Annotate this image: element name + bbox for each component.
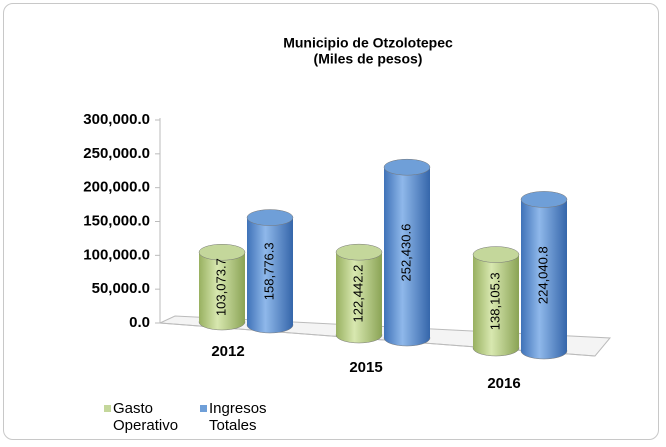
cylinder: 138,105.3 — [472, 246, 520, 357]
y-tick-label: 200,000.0 — [83, 179, 150, 196]
y-tick-label: 0.0 — [129, 314, 150, 331]
data-label: 138,105.3 — [487, 272, 502, 330]
y-tick-label: 300,000.0 — [83, 111, 150, 128]
legend-swatch — [200, 405, 207, 412]
legend-swatch — [104, 405, 111, 412]
y-tick-label: 150,000.0 — [83, 212, 150, 229]
bar — [384, 167, 430, 338]
y-tick-label: 100,000.0 — [83, 246, 150, 263]
bar — [521, 199, 567, 351]
x-tick-label: 2016 — [487, 375, 520, 392]
cylinder: 224,040.8 — [520, 191, 568, 360]
bar — [336, 252, 382, 335]
cylinder: 103,073.7 — [198, 244, 246, 331]
cylinder: 122,442.2 — [335, 243, 383, 344]
data-label: 224,040.8 — [535, 246, 550, 304]
chart-subtitle: (Miles de pesos) — [314, 51, 423, 67]
cylinder-top — [335, 243, 383, 261]
legend-item: Ingresos Totales — [200, 400, 275, 434]
bar — [199, 252, 245, 322]
y-tick-label: 50,000.0 — [92, 280, 150, 297]
legend-item: Gasto Operativo — [104, 400, 179, 434]
cylinder: 158,776.3 — [246, 209, 294, 334]
cylinder-top — [383, 158, 431, 176]
x-tick-label: 2012 — [211, 343, 244, 360]
data-label: 252,430.6 — [398, 224, 413, 282]
data-label: 103,073.7 — [213, 258, 228, 316]
cylinder-top — [198, 244, 246, 261]
cylinder-top — [246, 209, 294, 226]
data-label: 158,776.3 — [261, 242, 276, 300]
legend-label: Ingresos Totales — [209, 400, 267, 434]
y-tick-label: 250,000.0 — [83, 145, 150, 162]
chart-title: Municipio de Otzolotepec — [283, 35, 453, 51]
legend-label: Gasto Operativo — [113, 400, 179, 434]
bar — [247, 217, 293, 325]
x-tick-label: 2015 — [349, 359, 382, 376]
bar — [473, 254, 519, 348]
data-label: 122,442.2 — [350, 265, 365, 323]
cylinder-top — [520, 191, 568, 208]
cylinder-top — [472, 246, 520, 263]
cylinder: 252,430.6 — [383, 158, 431, 347]
